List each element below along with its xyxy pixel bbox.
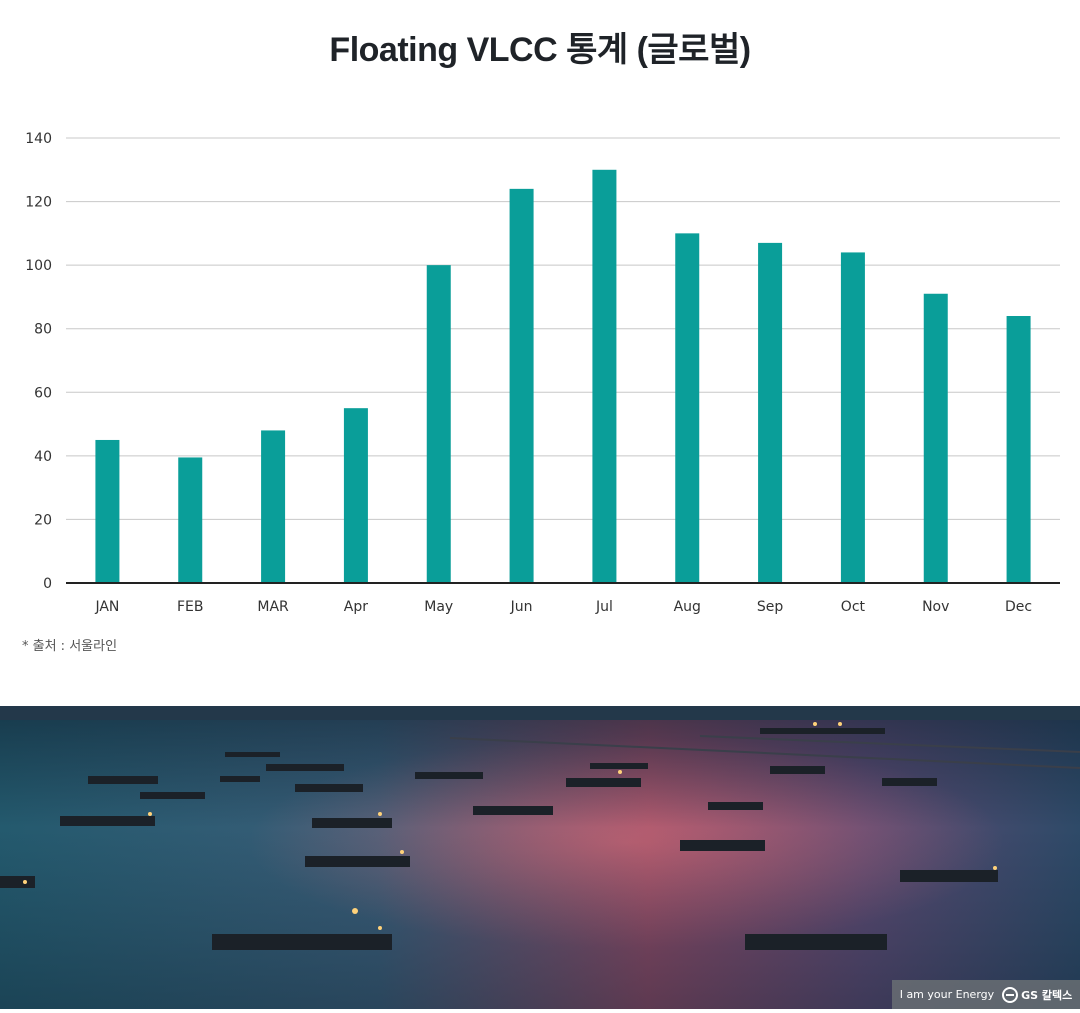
y-tick-label: 20 <box>34 512 52 528</box>
x-tick-label: Jun <box>510 599 533 615</box>
x-tick-label: FEB <box>177 599 204 615</box>
brand-company: GS 칼텍스 <box>1021 988 1073 1002</box>
bar-aug <box>675 233 700 583</box>
bar-dec <box>1006 316 1031 583</box>
x-axis-ticks: JAN FEB MAR Apr May Jun Jul Aug Sep Oct Nov Dec <box>94 599 1032 615</box>
chart-title: Floating VLCC 통계 (글로벌) <box>329 31 751 69</box>
y-tick-label: 80 <box>34 322 52 338</box>
x-tick-label: JAN <box>94 599 119 615</box>
brand-slogan: I am your Energy <box>899 988 995 1001</box>
bars <box>95 169 1031 583</box>
x-tick-label: Apr <box>344 599 368 615</box>
x-tick-label: Sep <box>757 599 784 615</box>
gridlines <box>66 137 1060 520</box>
y-tick-label: 140 <box>25 131 52 147</box>
bar-jul <box>592 169 617 583</box>
x-tick-label: Jul <box>595 599 613 615</box>
x-tick-label: Nov <box>922 599 949 615</box>
y-tick-label: 60 <box>34 385 52 401</box>
y-axis-ticks: 0 20 40 60 80 100 120 140 <box>25 131 52 592</box>
ships-at-sea-photo: I am your Energy GS 칼텍스 <box>0 706 1080 1009</box>
x-tick-label: May <box>424 599 453 615</box>
y-tick-label: 0 <box>43 576 52 592</box>
brand-logo: GS 칼텍스 <box>1002 986 1073 1003</box>
bar-chart: 0 20 40 60 80 100 120 140 JAN FEB MAR Apr May Jun Jul… <box>25 131 1060 615</box>
brand-banner: I am your Energy GS 칼텍스 <box>892 980 1080 1009</box>
y-tick-label: 40 <box>34 449 52 465</box>
bar-may <box>426 265 451 583</box>
x-tick-label: Aug <box>674 599 701 615</box>
source-note: * 출처 : 서울라인 <box>22 639 118 654</box>
bar-sep <box>758 242 783 583</box>
bar-nov <box>923 293 948 583</box>
bar-oct <box>840 252 865 583</box>
bar-jan <box>95 439 120 583</box>
x-tick-label: Dec <box>1005 599 1032 615</box>
bar-jun <box>509 188 534 583</box>
x-tick-label: MAR <box>257 599 289 615</box>
x-tick-label: Oct <box>841 599 866 615</box>
y-tick-label: 120 <box>25 195 52 211</box>
gs-logo-icon <box>1002 986 1019 1003</box>
bar-feb <box>178 457 203 583</box>
bar-mar <box>261 430 286 583</box>
y-tick-label: 100 <box>25 258 52 274</box>
bar-apr <box>343 408 368 583</box>
